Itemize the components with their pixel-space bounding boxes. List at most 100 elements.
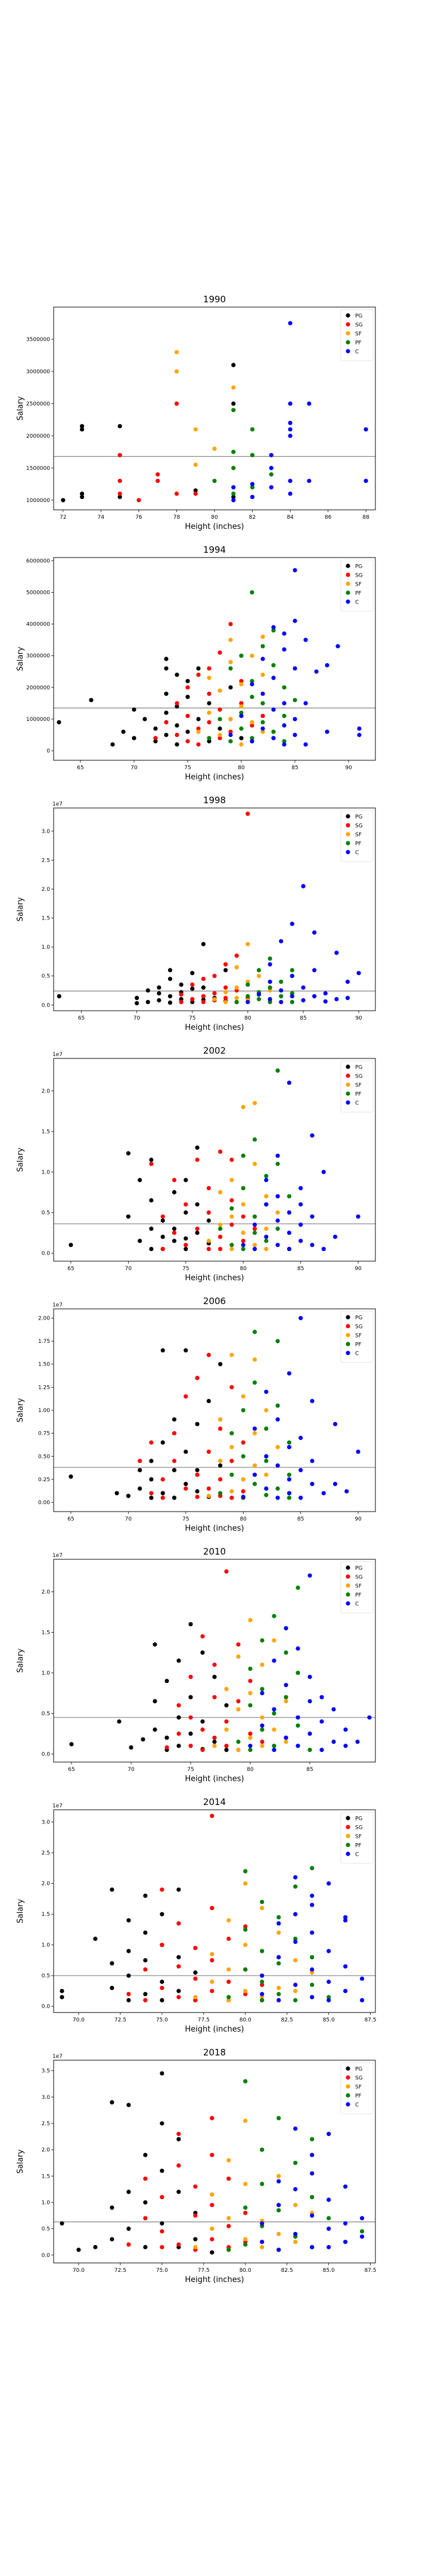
point-PF [275, 1068, 280, 1073]
point-SG [195, 1494, 200, 1499]
point-C [250, 482, 255, 487]
point-PF [231, 491, 236, 496]
point-PG [172, 1496, 177, 1500]
point-C [252, 1222, 257, 1227]
point-SG [184, 1202, 188, 1207]
x-tick-label: 70 [128, 1767, 135, 1773]
point-SG [175, 701, 179, 705]
point-SF [174, 349, 179, 355]
point-C [275, 1496, 280, 1500]
y-tick-label: 1.00 [38, 1408, 50, 1414]
point-PF [264, 1239, 269, 1243]
point-PF [271, 729, 276, 734]
point-SG [184, 1394, 188, 1399]
point-SF [218, 1459, 223, 1463]
point-C [241, 1243, 245, 1247]
point-PF [236, 1739, 241, 1744]
point-C [356, 971, 361, 976]
point-SF [224, 1727, 229, 1732]
point-SF [217, 688, 222, 693]
point-C [290, 974, 294, 979]
point-C [276, 1955, 281, 1959]
point-SF [239, 682, 244, 687]
point-PF [279, 994, 284, 999]
point-SF [252, 1357, 257, 1362]
y-tick-label: 0.0 [42, 1250, 51, 1256]
legend-marker-PF [346, 1091, 350, 1096]
point-SG [193, 491, 198, 496]
legend-label: PG [355, 1816, 362, 1822]
point-PF [228, 666, 233, 671]
x-tick-label: 70.0 [73, 2017, 85, 2023]
point-PG [176, 2137, 181, 2142]
legend-label: PG [355, 314, 362, 320]
point-C [272, 1658, 276, 1663]
point-C [299, 1435, 303, 1440]
point-PF [243, 2242, 248, 2247]
plot-frame [53, 557, 376, 761]
point-PG [126, 1918, 131, 1923]
point-C [290, 994, 294, 999]
point-SF [260, 2244, 265, 2250]
point-SF [218, 1222, 223, 1227]
x-tick-label: 85 [297, 1516, 304, 1522]
point-PG [149, 1247, 154, 1252]
point-PG [175, 723, 179, 728]
point-C [325, 663, 329, 668]
y-tick-label: 0.0 [42, 2253, 51, 2259]
point-SF [243, 2118, 248, 2123]
point-PF [287, 1496, 291, 1500]
legend-label: C [355, 1351, 359, 1357]
point-SF [260, 1906, 265, 1911]
point-PG [126, 1494, 130, 1498]
point-PF [276, 1992, 281, 1996]
point-SG [193, 2184, 198, 2189]
point-C [271, 625, 276, 630]
point-C [319, 1695, 324, 1699]
legend-label: PF [355, 2094, 362, 2100]
point-PF [256, 996, 262, 1002]
point-SF [260, 634, 265, 639]
plot-frame [53, 1058, 376, 1262]
point-SG [210, 2237, 214, 2241]
point-SG [223, 962, 228, 967]
x-axis-label: Height (inches) [185, 522, 244, 531]
point-SG [218, 1149, 223, 1154]
point-PG [126, 1151, 130, 1156]
point-SF [264, 1408, 269, 1413]
legend-marker-SF [346, 832, 350, 837]
point-C [288, 420, 293, 425]
legend-box [340, 1311, 374, 1363]
point-PG [212, 1739, 217, 1744]
y-axis-label: Salary [16, 1648, 25, 1673]
point-PF [264, 1459, 269, 1463]
point-SF [207, 676, 212, 680]
point-C [276, 2247, 281, 2252]
point-SG [229, 1198, 234, 1203]
x-tick-label: 87.5 [365, 2268, 377, 2274]
point-C [296, 1744, 300, 1748]
point-PF [269, 472, 273, 477]
y-tick-label: 5000000 [26, 590, 50, 596]
point-SF [272, 1638, 276, 1643]
legend-marker-SG [346, 1825, 350, 1829]
point-SG [136, 498, 141, 503]
x-tick-label: 65 [68, 1767, 74, 1773]
y-tick-label: 1.0 [42, 1670, 51, 1676]
legend-marker-SF [346, 2084, 350, 2089]
point-PG [132, 736, 136, 741]
point-C [319, 1748, 324, 1753]
legend-label: PG [355, 1065, 362, 1071]
point-SG [229, 1385, 234, 1389]
y-tick-label: 2.0 [42, 887, 51, 893]
point-SF [276, 1986, 281, 1990]
point-PF [243, 1967, 248, 1972]
point-C [303, 637, 308, 642]
point-C [343, 2240, 348, 2244]
chart-title: 1994 [203, 544, 226, 555]
point-SG [126, 1992, 131, 1996]
point-PG [218, 1362, 223, 1367]
point-SG [195, 1227, 200, 1231]
point-SG [236, 1642, 241, 1647]
point-SG [224, 1569, 229, 1574]
